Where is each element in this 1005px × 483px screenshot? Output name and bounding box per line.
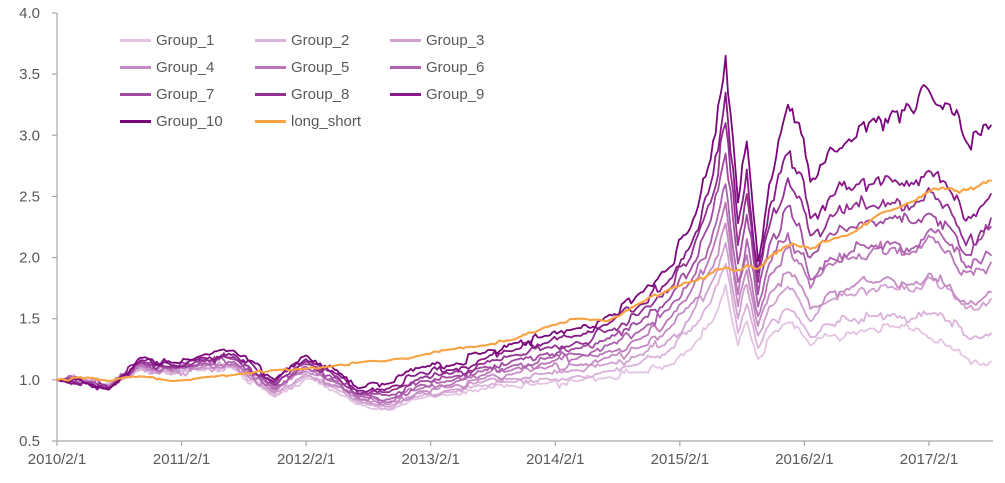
- y-tick-label: 4.0: [19, 5, 40, 22]
- series-line-Group_1: [56, 283, 992, 412]
- y-tick-label: 1.0: [19, 372, 40, 389]
- legend-item-Group_3: Group_3: [390, 27, 525, 54]
- legend-item-Group_7: Group_7: [120, 81, 255, 108]
- legend-swatch-Group_2: [255, 39, 286, 42]
- y-tick-label: 3.5: [19, 66, 40, 83]
- legend-label: Group_1: [156, 32, 215, 49]
- x-tick-label: 2014/2/1: [526, 451, 584, 468]
- legend-label: Group_3: [426, 32, 485, 49]
- legend-swatch-Group_8: [255, 93, 286, 96]
- x-tick-label: 2012/2/1: [277, 451, 335, 468]
- series-line-Group_9: [56, 91, 992, 393]
- legend-label: Group_5: [291, 59, 350, 76]
- legend-swatch-Group_1: [120, 39, 151, 42]
- y-tick-label: 1.5: [19, 311, 40, 328]
- x-tick-label: 2016/2/1: [775, 451, 833, 468]
- legend-swatch-Group_6: [390, 66, 421, 69]
- legend-label: Group_4: [156, 59, 215, 76]
- legend-swatch-Group_10: [120, 120, 151, 123]
- legend-label: long_short: [291, 113, 362, 130]
- legend-label: Group_7: [156, 86, 215, 103]
- legend-swatch-long_short: [255, 120, 286, 123]
- y-tick-label: 0.5: [19, 433, 40, 450]
- x-tick-label: 2017/2/1: [900, 451, 958, 468]
- legend-label: Group_10: [156, 113, 223, 130]
- chart-legend: Group_1 Group_2 Group_3 Group_4 Group_5 Group…: [120, 27, 525, 135]
- y-tick-label: 3.0: [19, 127, 40, 144]
- legend-label: Group_6: [426, 59, 485, 76]
- legend-swatch-Group_7: [120, 93, 151, 96]
- x-tick-label: 2011/2/1: [153, 451, 210, 468]
- legend-swatch-Group_5: [255, 66, 286, 69]
- legend-label: Group_2: [291, 32, 350, 49]
- legend-item-Group_8: Group_8: [255, 81, 390, 108]
- legend-item-Group_9: Group_9: [390, 81, 525, 108]
- x-tick-label: 2010/2/1: [28, 451, 86, 468]
- series-line-Group_2: [56, 262, 992, 411]
- legend-swatch-Group_9: [390, 93, 421, 96]
- x-tick-label: 2015/2/1: [651, 451, 709, 468]
- series-line-Group_4: [56, 222, 992, 406]
- series-line-Group_6: [56, 183, 992, 402]
- legend-item-Group_4: Group_4: [120, 54, 255, 81]
- series-line-Group_3: [56, 242, 992, 408]
- legend-item-Group_2: Group_2: [255, 27, 390, 54]
- y-tick-label: 2.0: [19, 250, 40, 267]
- x-tick-label: 2013/2/1: [402, 451, 460, 468]
- series-line-Group_10: [56, 54, 992, 391]
- legend-item-long_short: long_short: [255, 108, 390, 135]
- legend-label: Group_9: [426, 86, 485, 103]
- legend-swatch-Group_3: [390, 39, 421, 42]
- legend-swatch-Group_4: [120, 66, 151, 69]
- legend-item-Group_1: Group_1: [120, 27, 255, 54]
- legend-item-Group_5: Group_5: [255, 54, 390, 81]
- legend-label: Group_8: [291, 86, 350, 103]
- legend-item-Group_10: Group_10: [120, 108, 255, 135]
- y-tick-label: 2.5: [19, 188, 40, 205]
- legend-item-Group_6: Group_6: [390, 54, 525, 81]
- series-line-long_short: [55, 179, 992, 383]
